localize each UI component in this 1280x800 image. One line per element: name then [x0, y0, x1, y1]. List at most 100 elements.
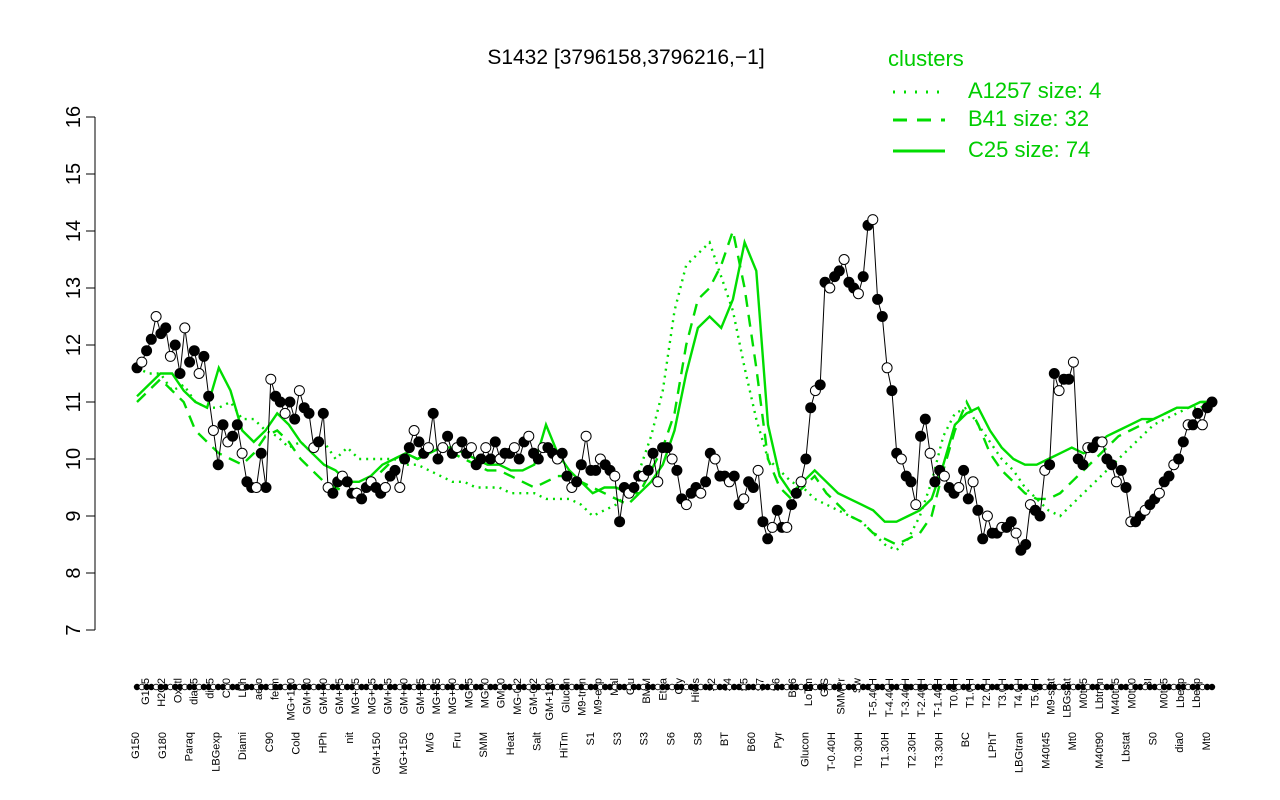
data-point: [169, 339, 181, 351]
data-point: [786, 499, 798, 511]
data-point: [1115, 464, 1127, 476]
x-tick-label: G135: [140, 678, 152, 705]
data-point: [1067, 356, 1079, 368]
data-point: [962, 493, 974, 505]
x-tick-label: MG+25: [366, 678, 378, 714]
data-point: [881, 362, 893, 374]
data-point: [771, 504, 783, 516]
legend-label-1: A1257 size: 4: [968, 78, 1101, 103]
data-point: [184, 356, 196, 368]
x-tick-label: BC: [960, 732, 972, 747]
x-tick-label: S3: [639, 732, 651, 745]
data-point: [164, 350, 176, 362]
y-tick-label: 10: [63, 448, 85, 470]
x-tick-label: G180: [157, 732, 169, 759]
x-tick-label: Mt0: [1201, 732, 1213, 750]
data-point: [795, 476, 807, 488]
data-point: [207, 425, 219, 436]
data-point: [647, 447, 659, 459]
data-point: [1120, 482, 1132, 493]
data-point: [752, 464, 764, 476]
x-tick-label: MG+0: [480, 678, 492, 708]
data-point: [427, 407, 439, 419]
data-point: [929, 476, 941, 488]
x-tick-label: LBGtran: [1014, 732, 1026, 773]
x-tick-label: HiTm: [558, 732, 570, 758]
data-point: [1177, 436, 1189, 448]
y-tick-label: 12: [63, 334, 85, 356]
data-point: [193, 368, 205, 379]
data-point: [790, 487, 802, 499]
x-tick-label: S1: [585, 732, 597, 745]
data-point: [480, 442, 492, 454]
x-tick-label: GM+10: [399, 678, 411, 714]
x-tick-label: T-2.40H: [916, 678, 928, 717]
legend-title: clusters: [888, 46, 964, 71]
x-tick-label: Mt0: [1067, 732, 1079, 750]
x-tick-label: BMM: [641, 678, 653, 704]
x-tick-label: BT: [719, 732, 731, 746]
x-tick-label: Glucon: [799, 732, 811, 767]
data-point: [508, 442, 520, 454]
data-point: [919, 413, 931, 425]
data-point: [317, 407, 329, 419]
data-point: [217, 419, 229, 431]
data-point: [1044, 459, 1056, 471]
x-tick-label: Salt: [532, 732, 544, 751]
x-tick-label: T4.0H: [1013, 678, 1025, 708]
data-point: [680, 499, 692, 511]
x-tick-label: Oxctl: [172, 678, 184, 703]
cluster-line-2: [136, 226, 1212, 546]
data-point: [179, 322, 191, 334]
data-point: [1005, 516, 1017, 528]
x-tick-label: Diami: [237, 732, 249, 760]
data-point: [938, 470, 950, 482]
data-point: [231, 419, 243, 431]
data-point: [652, 476, 664, 488]
data-point: [590, 464, 602, 476]
x-tick-label: LoTm: [803, 678, 815, 706]
data-point: [1010, 527, 1022, 539]
data-point: [872, 293, 884, 305]
data-point: [489, 436, 501, 448]
data-point: [1048, 368, 1060, 379]
x-tick-label: MG+150: [398, 732, 410, 775]
y-tick-label: 16: [63, 106, 85, 128]
x-tick-label: SMM: [478, 732, 490, 758]
x-tick-label: M40t45: [1110, 678, 1122, 715]
x-tick-label: M9-stat: [1045, 678, 1057, 715]
data-point: [389, 464, 401, 476]
x-tick-label: BI: [1142, 678, 1154, 688]
data-point: [695, 487, 707, 499]
data-point: [762, 533, 774, 545]
data-point: [274, 396, 286, 408]
x-tick-label: Cold: [291, 732, 303, 755]
x-tick-label: LBGexp: [210, 732, 222, 772]
data-point: [174, 368, 186, 379]
y-tick-label: 8: [63, 567, 85, 578]
data-point: [671, 464, 683, 476]
x-tick-label: HPh: [317, 732, 329, 753]
x-tick-label: Lbstat: [1121, 732, 1133, 762]
data-point: [1096, 436, 1108, 448]
legend-label-2: B41 size: 32: [968, 106, 1089, 131]
data-point: [1077, 459, 1089, 471]
data-point: [475, 453, 487, 465]
x-tick-label: MG+15: [431, 678, 443, 714]
x-tick-label: Pyr: [773, 732, 785, 749]
data-point: [442, 430, 454, 442]
data-point: [924, 447, 936, 459]
x-tick-label: Fru: [451, 732, 463, 749]
data-point: [666, 453, 678, 465]
x-tick-label: H2O2: [156, 678, 168, 707]
data-point: [1196, 419, 1208, 431]
x-tick-label: LPhT: [987, 732, 999, 759]
x-tick-label: M40t45: [1040, 732, 1052, 769]
data-point: [661, 442, 673, 454]
legend: clusters A1257 size: 4 B41 size: 32 C25 si…: [888, 46, 1101, 162]
data-point: [1187, 419, 1199, 431]
x-tick-label: MG+10: [447, 678, 459, 714]
data-point: [1053, 385, 1065, 397]
x-tick-label: M0t45: [1078, 678, 1090, 709]
x-tick-label: Lbtran: [1094, 678, 1106, 709]
